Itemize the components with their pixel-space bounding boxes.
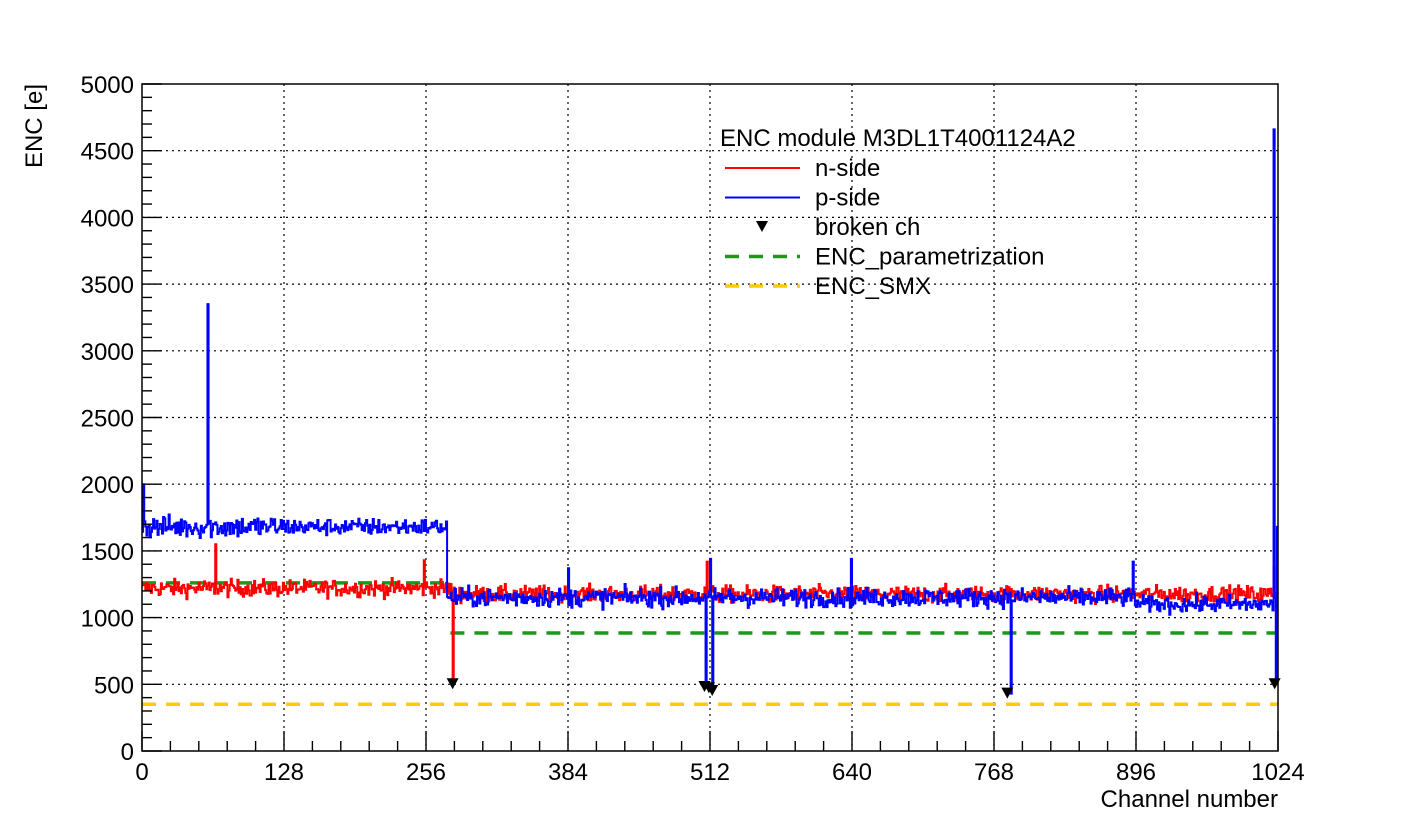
legend-label-enc-parametrization: ENC_parametrization (815, 244, 1044, 271)
broken-channel-marker (446, 678, 459, 690)
legend-label-enc-smx: ENC_SMX (815, 273, 931, 300)
legend: ENC module M3DL1T4001124A2 n-side p-sideb… (720, 125, 1076, 300)
legend-swatch-broken-ch (756, 221, 768, 232)
x-tick-label: 640 (832, 759, 872, 786)
x-tick-label: 768 (974, 759, 1014, 786)
x-tick-label: 256 (406, 759, 446, 786)
broken-channel-markers (446, 678, 1281, 699)
plot-frame (141, 83, 1279, 752)
y-tick-label: 3500 (81, 272, 134, 299)
legend-title: ENC module M3DL1T4001124A2 (720, 125, 1076, 152)
y-tick-label: 4000 (81, 205, 134, 232)
y-axis-title: ENC [e] (21, 84, 48, 168)
broken-channel-marker (706, 684, 719, 696)
legend-label-broken-ch: broken ch (815, 214, 920, 241)
y-tick-label: 500 (94, 672, 134, 699)
x-tick-label: 384 (548, 759, 588, 786)
y-tick-label: 1500 (81, 539, 134, 566)
y-tick-label: 1000 (81, 606, 134, 633)
y-tick-label: 4500 (81, 139, 134, 166)
series-p-side (142, 128, 1278, 695)
series-lines (142, 128, 1278, 695)
x-tick-label: 0 (135, 759, 148, 786)
axes: 0 128 256 384 512 640 768 896 1024 0 500 1000 1500 20… (81, 72, 1305, 786)
grid (142, 84, 1278, 751)
broken-channel-marker (1001, 687, 1014, 699)
x-tick-label: 896 (1116, 759, 1156, 786)
y-tick-label: 5000 (81, 72, 134, 99)
x-tick-label: 1024 (1251, 759, 1304, 786)
y-tick-label: 2000 (81, 472, 134, 499)
x-tick-label: 128 (264, 759, 304, 786)
legend-label-n-side: n-side (815, 155, 880, 182)
x-tick-label: 512 (690, 759, 730, 786)
y-tick-label: 0 (121, 739, 134, 766)
x-axis-title: Channel number (1101, 786, 1278, 813)
y-tick-label: 3000 (81, 339, 134, 366)
legend-label-p-side: p-side (815, 185, 880, 212)
y-tick-label: 2500 (81, 406, 134, 433)
